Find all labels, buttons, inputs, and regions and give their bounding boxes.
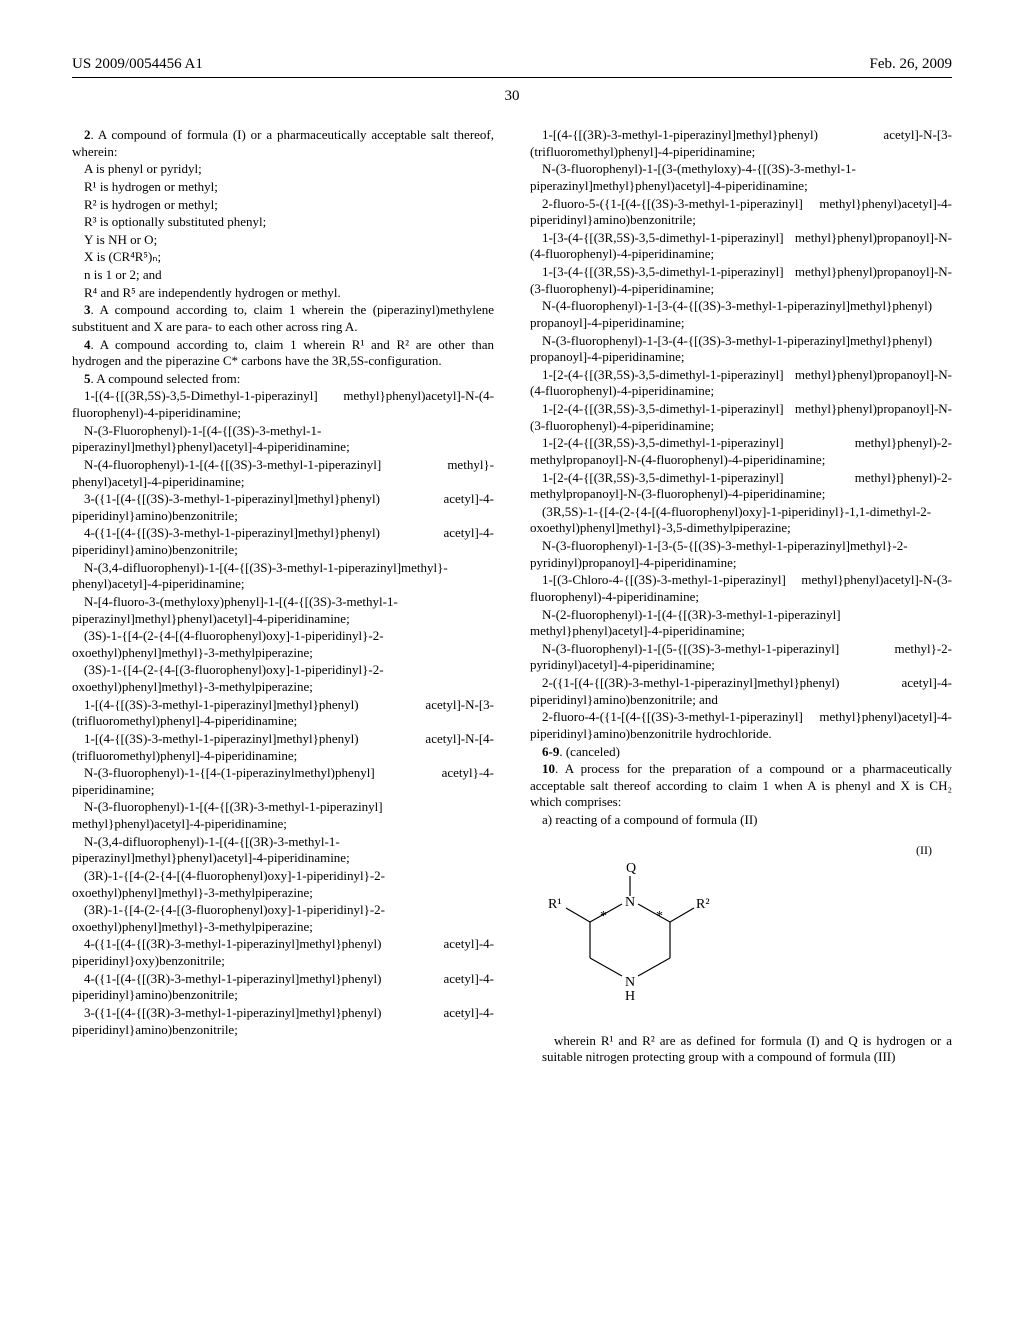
compound-item: 1-[2-(4-{[(3R,5S)-3,5-dimethyl-1-piperaz… — [530, 367, 952, 400]
page-header: US 2009/0054456 A1 Feb. 26, 2009 — [72, 56, 952, 73]
compound-item: N-(3-fluorophenyl)-1-[(4-{[(3R)-3-methyl… — [72, 799, 494, 832]
claim-2-line: R² is hydrogen or methyl; — [72, 197, 494, 214]
compound-item: 4-({1-[(4-{[(3R)-3-methyl-1-piperazinyl]… — [72, 971, 494, 1004]
compound-item: 3-({1-[(4-{[(3R)-3-methyl-1-piperazinyl]… — [72, 1005, 494, 1038]
formula-II-label: (II) — [530, 843, 952, 858]
pub-date: Feb. 26, 2009 — [870, 56, 953, 73]
compound-item: (3S)-1-{[4-(2-{4-[(3-fluorophenyl)oxy]-1… — [72, 662, 494, 695]
claim-2-line: Y is NH or O; — [72, 232, 494, 249]
compound-item: 4-({1-[(4-{[(3S)-3-methyl-1-piperazinyl]… — [72, 525, 494, 558]
compound-item: 3-({1-[(4-{[(3S)-3-methyl-1-piperazinyl]… — [72, 491, 494, 524]
page-number: 30 — [72, 88, 952, 105]
claim-6-9: 6-9. (canceled) — [530, 744, 952, 761]
claim-10-wherein: wherein R¹ and R² are as defined for for… — [542, 1033, 952, 1066]
compound-item: N-[4-fluoro-3-(methyloxy)phenyl]-1-[(4-{… — [72, 594, 494, 627]
formula-II-figure: (II) Q N — [530, 843, 952, 1023]
compound-item: 1-[(4-{[(3R,5S)-3,5-Dimethyl-1-piperazin… — [72, 388, 494, 421]
compound-item: N-(4-fluorophenyl)-1-[3-(4-{[(3S)-3-meth… — [530, 298, 952, 331]
claim-10-intro: 10. A process for the preparation of a c… — [530, 761, 952, 811]
claim-10-num: 10 — [542, 761, 555, 776]
label-R1: R¹ — [548, 897, 562, 912]
compound-item: N-(3-fluorophenyl)-1-[(5-{[(3S)-3-methyl… — [530, 641, 952, 674]
compound-item: 2-({1-[(4-{[(3R)-3-methyl-1-piperazinyl]… — [530, 675, 952, 708]
body-columns: 2. A compound of formula (I) or a pharma… — [72, 127, 952, 1066]
claim-4: 4. A compound according to, claim 1 wher… — [72, 337, 494, 370]
compound-item: N-(2-fluorophenyl)-1-[(4-{[(3R)-3-methyl… — [530, 607, 952, 640]
compound-item: N-(3-Fluorophenyl)-1-[(4-{[(3S)-3-methyl… — [72, 423, 494, 456]
compound-item: N-(4-fluorophenyl)-1-[(4-{[(3S)-3-methyl… — [72, 457, 494, 490]
compound-item: 1-[(4-{[(3S)-3-methyl-1-piperazinyl]meth… — [72, 731, 494, 764]
piperazine-diagram-icon: Q N * * R¹ R² N H — [530, 858, 730, 1018]
compound-item: 4-({1-[(4-{[(3R)-3-methyl-1-piperazinyl]… — [72, 936, 494, 969]
compound-item: 2-fluoro-5-({1-[(4-{[(3S)-3-methyl-1-pip… — [530, 196, 952, 229]
compound-item: 1-[2-(4-{[(3R,5S)-3,5-dimethyl-1-piperaz… — [530, 401, 952, 434]
claim-2-line: R³ is optionally substituted phenyl; — [72, 214, 494, 231]
label-star-right: * — [656, 909, 663, 924]
compound-item: 1-[3-(4-{[(3R,5S)-3,5-dimethyl-1-piperaz… — [530, 230, 952, 263]
pub-number: US 2009/0054456 A1 — [72, 56, 203, 73]
label-R2: R² — [696, 897, 710, 912]
claim-6-9-num: 6-9 — [542, 744, 559, 759]
compound-item: N-(3-fluorophenyl)-1-{[4-(1-piperazinylm… — [72, 765, 494, 798]
compound-item: 1-[2-(4-{[(3R,5S)-3,5-dimethyl-1-piperaz… — [530, 470, 952, 503]
claim-2-intro: 2. A compound of formula (I) or a pharma… — [72, 127, 494, 160]
compound-item: 2-fluoro-4-({1-[(4-{[(3S)-3-methyl-1-pip… — [530, 709, 952, 742]
claim-2-line: X is (CR⁴R⁵)ₙ; — [72, 249, 494, 266]
label-H: H — [625, 989, 635, 1004]
label-Q: Q — [626, 861, 636, 876]
label-star-left: * — [600, 909, 607, 924]
label-N-top: N — [625, 895, 635, 910]
compound-item: N-(3-fluorophenyl)-1-[(3-(methyloxy)-4-{… — [530, 161, 952, 194]
compound-item: 1-[(3-Chloro-4-{[(3S)-3-methyl-1-piperaz… — [530, 572, 952, 605]
claim-2-line: n is 1 or 2; and — [72, 267, 494, 284]
compound-item: 1-[(4-{[(3R)-3-methyl-1-piperazinyl]meth… — [530, 127, 952, 160]
compound-item: (3S)-1-{[4-(2-{4-[(4-fluorophenyl)oxy]-1… — [72, 628, 494, 661]
compound-item: N-(3-fluorophenyl)-1-[3-(4-{[(3S)-3-meth… — [530, 333, 952, 366]
compound-item: (3R,5S)-1-{[4-(2-{4-[(4-fluorophenyl)oxy… — [530, 504, 952, 537]
compound-item: 1-[2-(4-{[(3R,5S)-3,5-dimethyl-1-piperaz… — [530, 435, 952, 468]
label-N-bottom: N — [625, 975, 635, 990]
claim-2-line: A is phenyl or pyridyl; — [72, 161, 494, 178]
claim-3: 3. A compound according to, claim 1 wher… — [72, 302, 494, 335]
compound-item: (3R)-1-{[4-(2-{4-[(4-fluorophenyl)oxy]-1… — [72, 868, 494, 901]
compound-item: 1-[3-(4-{[(3R,5S)-3,5-dimethyl-1-piperaz… — [530, 264, 952, 297]
claim-10-step-a: a) reacting of a compound of formula (II… — [530, 812, 952, 829]
page: US 2009/0054456 A1 Feb. 26, 2009 30 2. A… — [0, 0, 1024, 1320]
compound-item: N-(3,4-difluorophenyl)-1-[(4-{[(3S)-3-me… — [72, 560, 494, 593]
compound-item: (3R)-1-{[4-(2-{4-[(3-fluorophenyl)oxy]-1… — [72, 902, 494, 935]
compound-item: N-(3-fluorophenyl)-1-[3-(5-{[(3S)-3-meth… — [530, 538, 952, 571]
claim-5-intro: 5. A compound selected from: — [72, 371, 494, 388]
compound-item: N-(3,4-difluorophenyl)-1-[(4-{[(3R)-3-me… — [72, 834, 494, 867]
claim-2-line: R⁴ and R⁵ are independently hydrogen or … — [72, 285, 494, 302]
header-rule — [72, 77, 952, 78]
claim-2-line: R¹ is hydrogen or methyl; — [72, 179, 494, 196]
compound-item: 1-[(4-{[(3S)-3-methyl-1-piperazinyl]meth… — [72, 697, 494, 730]
